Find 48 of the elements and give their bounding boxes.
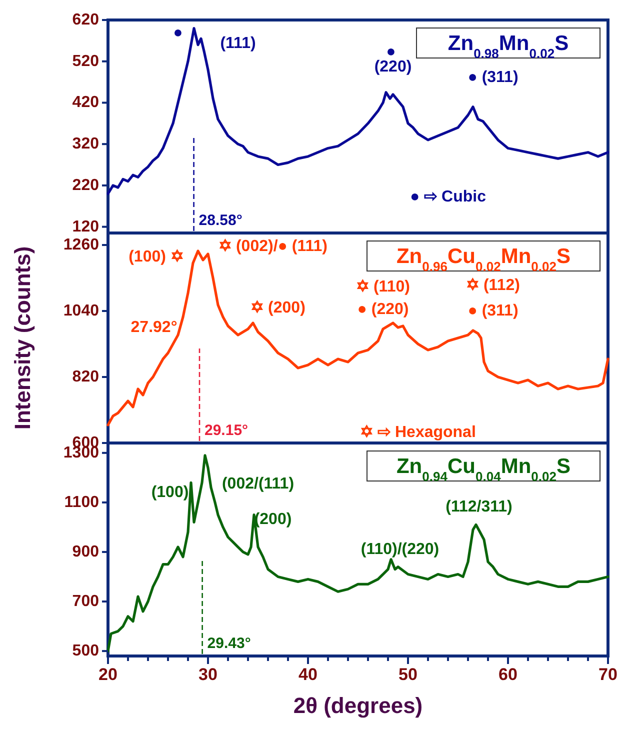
y-tick-label: 1100 [64, 494, 100, 511]
text: Zn$_{0.94}$Cu$_{0.04}$Mn$_{0.02}$S [396, 455, 571, 484]
y-tick-label: 500 [72, 642, 100, 660]
ref-line-label: 28.58° [198, 212, 242, 229]
y-tick-label: 520 [72, 52, 100, 70]
y-tick-label: 320 [72, 136, 100, 153]
x-tick-label: 70 [598, 665, 618, 684]
ref-line-label: 29.43° [207, 635, 251, 652]
annotation: ● (220) [357, 300, 409, 318]
y-tick-label: 1040 [63, 302, 100, 320]
x-tick-label: 30 [198, 665, 218, 684]
annotation: ✡ (002)/● (111) [218, 238, 328, 256]
annotation: ✡ (200) [250, 299, 306, 316]
x-axis-title: 2θ (degrees) [293, 693, 423, 718]
y-tick-label: 420 [72, 94, 100, 112]
annotation: (100) [151, 484, 189, 502]
x-tick-label: 60 [498, 665, 518, 684]
y-tick-label: 1260 [63, 236, 100, 254]
annotation: (002/(111) [222, 475, 294, 492]
y-tick-label: 620 [72, 12, 100, 28]
annotation: (111) [220, 34, 256, 52]
y-tick-label: 700 [72, 593, 100, 610]
y-tick-label: 900 [72, 543, 100, 560]
annotation: (220) [374, 58, 412, 76]
y-tick-label: 220 [72, 176, 100, 194]
annotation: ✡ ⇨ Hexagonal [360, 424, 476, 441]
annotation: 27.92° [130, 319, 178, 336]
annotation: ● (311) [468, 302, 518, 320]
annotation: (200) [254, 511, 292, 528]
annotation: ✡ (110) [356, 278, 410, 296]
x-tick-label: 20 [98, 665, 118, 684]
text: Zn$_{0.98}$Mn$_{0.02}$S [448, 32, 569, 60]
line-series [106, 454, 610, 652]
annotation: (112/311) [446, 498, 512, 516]
y-tick-label: 820 [72, 368, 100, 386]
text: Zn$_{0.96}$Cu$_{0.02}$Mn$_{0.02}$S [396, 245, 571, 274]
y-tick-label: 120 [72, 218, 100, 236]
annotation: (110)/(220) [360, 541, 440, 558]
annotation: ✡ (112) [466, 277, 520, 294]
x-tick-label: 50 [398, 665, 418, 684]
annotation: ● ⇨ Cubic [410, 188, 486, 206]
x-tick-label: 40 [298, 665, 318, 684]
annotation: ● [173, 24, 183, 42]
y-axis-title: Intensity (counts) [10, 246, 35, 430]
ref-line-label: 29.15° [204, 422, 248, 439]
annotation: (100) ✡ [128, 248, 184, 266]
annotation: ● (311) [468, 69, 518, 86]
annotation: ● [386, 43, 396, 60]
